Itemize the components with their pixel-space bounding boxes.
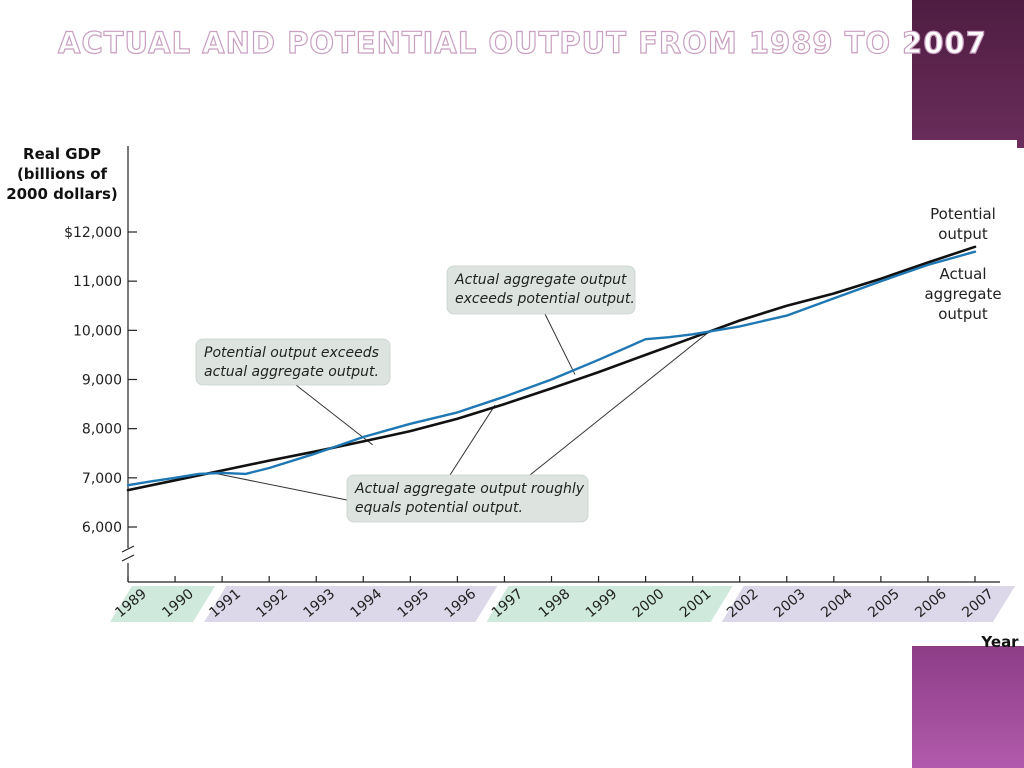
annotation-text-roughly-equals: Actual aggregate output roughly [354,481,585,497]
accent-panel-bottom [912,646,1024,768]
y-tick-label: 7,000 [82,471,122,487]
band-expansion-1989 [110,586,216,622]
annotation-box-potential-exceeds [195,338,391,386]
band-expansion-1997 [486,586,733,622]
annotation-leader-line [544,313,576,375]
annotation-leader-line [529,329,712,476]
actual-output-label: output [938,305,988,323]
actual-output-label: Actual [940,265,987,283]
year-bands [110,586,1015,622]
annotation-box-actual-exceeds [446,265,636,315]
y-tick-label: 9,000 [82,373,122,389]
y-tick-label: 8,000 [82,422,122,438]
chart-area [0,140,1017,645]
y-axis-title-line: 2000 dollars) [6,185,118,203]
annotation-leader-line [212,472,348,501]
band-recession-2002 [721,586,1015,622]
series [126,245,977,492]
band-recession-1991 [204,586,498,622]
y-tick-label: $12,000 [64,225,122,241]
annotation-leader-line [449,404,496,476]
actual-output-label: aggregate [924,285,1001,303]
annotation-text-actual-exceeds: Actual aggregate output [454,272,627,288]
potential-output-label: Potential [930,205,996,223]
annotation-text-potential-exceeds: actual aggregate output. [204,364,379,380]
y-tick-label: 10,000 [73,323,122,339]
y-axis-break-mark [121,545,135,553]
annotation-leader-line [295,384,373,446]
x-axis-title: Year [980,633,1019,651]
annotation-box-roughly-equals [346,474,589,523]
y-tick-label: 6,000 [82,520,122,536]
y-axis-break-mark [121,554,135,562]
accent-panel-top [912,0,1024,148]
slide-title: ACTUAL AND POTENTIAL OUTPUT FROM 1989 TO… [57,25,987,60]
chart-labels: Real GDP (billions of 2000 dollars) Year Pot… [6,145,1019,651]
y-axis-title-line: (billions of [17,165,108,183]
potential-output-label: output [938,225,988,243]
annotation-text-roughly-equals: equals potential output. [355,500,523,516]
annotation-text-actual-exceeds: exceeds potential output. [455,291,635,307]
y-tick-label: 11,000 [73,274,122,290]
annotation-leaders [212,313,712,501]
potential-output-line [126,245,977,492]
y-axis-title-line: Real GDP [23,145,101,163]
annotation-text-potential-exceeds: Potential output exceeds [204,345,379,361]
actual-output-line [126,250,977,487]
